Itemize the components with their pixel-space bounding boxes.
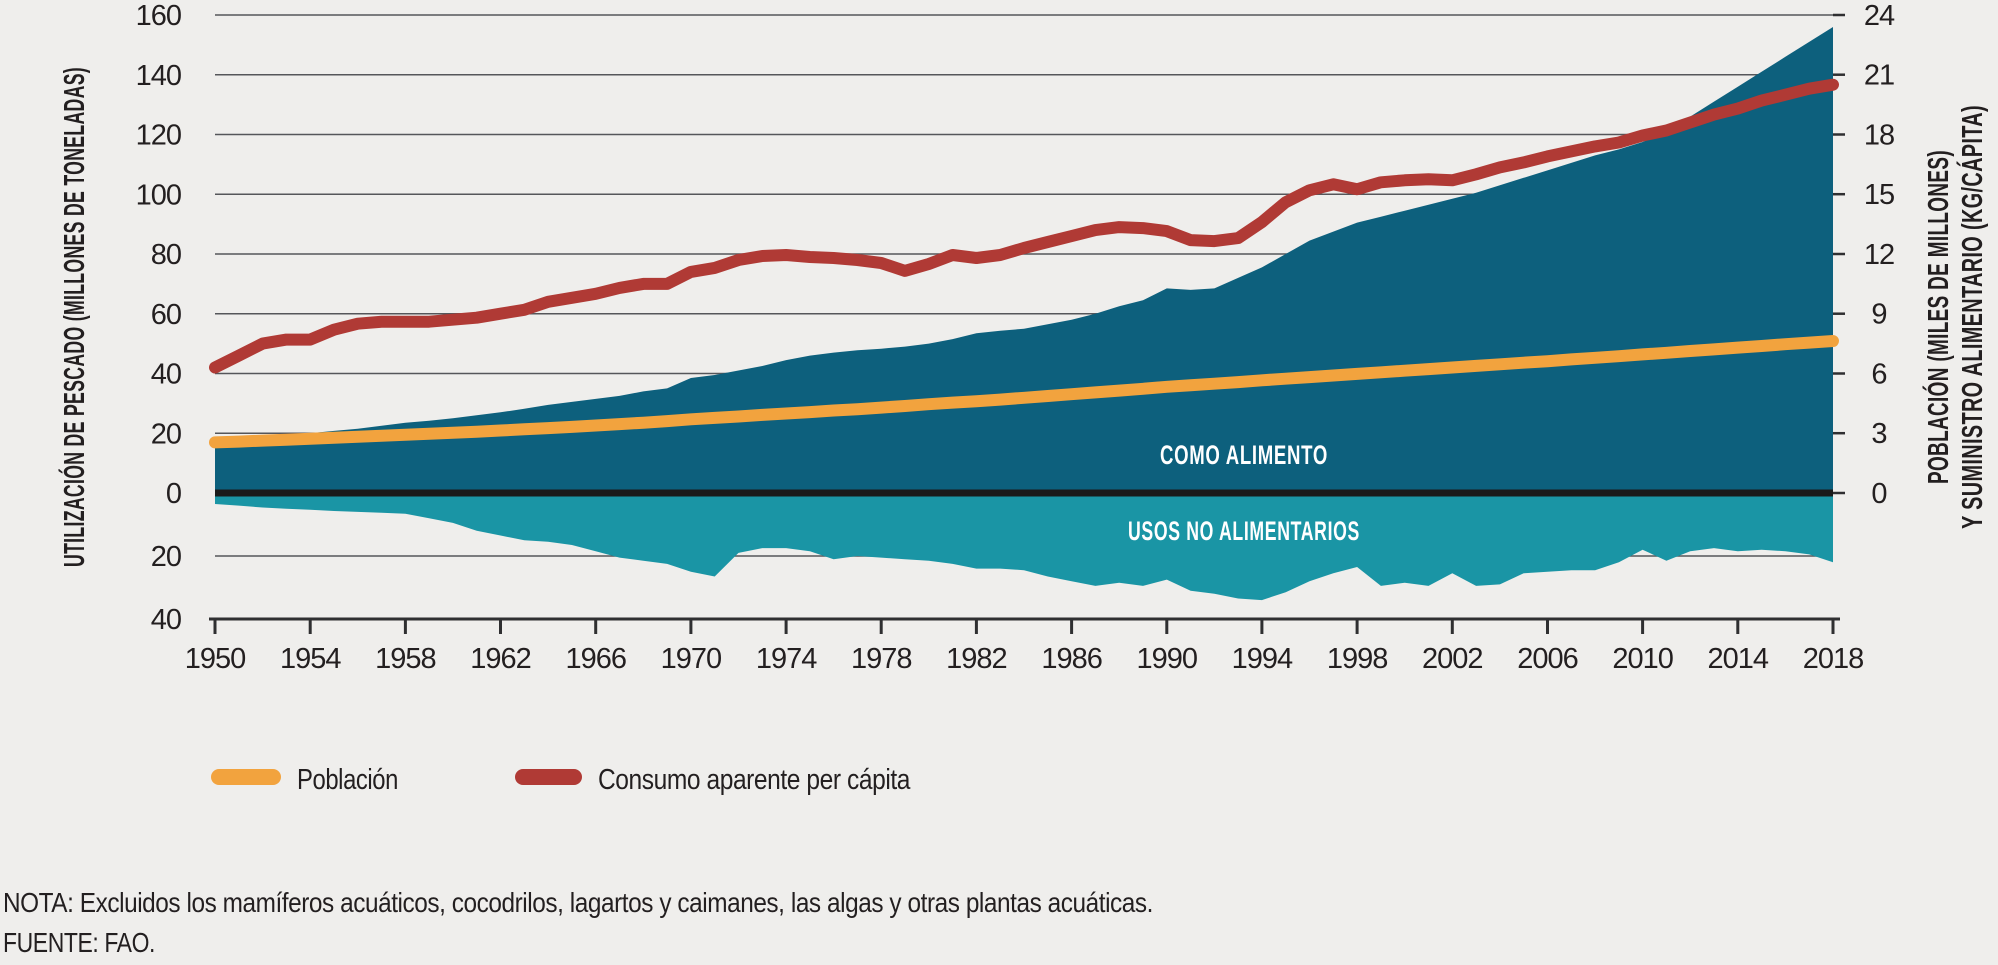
x-axis: 1950 1954 1958 1962 1966 1970 1974 1978 1982 1986… [185, 617, 1864, 675]
x-tick-label: 2002 [1422, 643, 1483, 675]
x-tick-label: 1978 [851, 643, 912, 675]
legend-swatch-poblacion [211, 769, 281, 785]
area-series [215, 27, 1833, 601]
right-axis-tick-label: 12 [1864, 239, 1894, 271]
x-tick-label: 2010 [1612, 643, 1673, 675]
legend-swatch-consumo [515, 769, 582, 785]
right-axis-tick-label: 0 [1871, 478, 1886, 510]
left-axis-title: UTILIZACIÓN DE PESCADO (MILLONES DE TONE… [57, 67, 91, 567]
right-axis-title-line1: POBLACIÓN (MILES DE MILLONES) [1921, 150, 1955, 484]
left-axis-tick-labels: 160 140 120 100 80 60 40 20 0 20 40 [136, 0, 182, 636]
legend: Población Consumo aparente per cápita [211, 764, 912, 796]
left-axis-tick-label: 20 [151, 418, 181, 450]
x-tick-label: 1962 [470, 643, 531, 675]
nonfood-area [215, 493, 1833, 601]
right-axis-tick-label: 24 [1864, 0, 1895, 32]
source-text: FUENTE: FAO. [3, 927, 155, 958]
x-tick-label: 1986 [1041, 643, 1102, 675]
right-axis-ticks: 24 21 18 15 12 9 6 3 0 [1833, 0, 1896, 510]
x-tick-label: 1974 [756, 643, 817, 675]
right-axis-tick-label: 3 [1871, 418, 1886, 450]
left-axis-tick-label: 100 [136, 179, 181, 211]
right-axis-tick-label: 9 [1871, 299, 1886, 331]
left-axis-tick-label: 140 [136, 60, 181, 92]
left-axis-tick-label: 80 [151, 239, 181, 271]
x-tick-label: 1982 [946, 643, 1007, 675]
right-axis-tick-label: 18 [1864, 120, 1894, 152]
line-series [209, 78, 1839, 449]
right-axis-title-line2: Y SUMINISTRO ALIMENTARIO (KG/CÁPITA) [1955, 105, 1989, 529]
x-tick-label: 1954 [280, 643, 341, 675]
x-tick-label: 2014 [1708, 643, 1769, 675]
x-tick-label: 1966 [565, 643, 626, 675]
x-tick-label: 1958 [375, 643, 436, 675]
left-axis-tick-label: 120 [136, 120, 181, 152]
x-tick-label: 1970 [661, 643, 722, 675]
x-tick-label: 1990 [1137, 643, 1198, 675]
right-axis-tick-label: 15 [1864, 179, 1894, 211]
food-area [215, 27, 1833, 493]
food-area-label: COMO ALIMENTO [1160, 440, 1328, 470]
x-tick-label: 2006 [1517, 643, 1578, 675]
left-axis-tick-label: 40 [151, 604, 181, 636]
legend-label-consumo: Consumo aparente per cápita [598, 764, 911, 796]
legend-label-poblacion: Población [297, 764, 398, 796]
note-text: NOTA: Excluidos los mamíferos acuáticos,… [3, 887, 1153, 918]
consumption-per-capita-line [209, 78, 1839, 374]
left-axis-tick-label: 40 [151, 359, 181, 391]
nonfood-area-label: USOS NO ALIMENTARIOS [1128, 516, 1360, 546]
left-axis-tick-label: 60 [151, 299, 181, 331]
left-axis-tick-label: 20 [151, 541, 181, 573]
right-axis-tick-label: 21 [1864, 60, 1894, 92]
population-line [209, 335, 1839, 449]
x-tick-label: 1950 [185, 643, 246, 675]
x-tick-label: 1994 [1232, 643, 1293, 675]
left-axis-tick-label: 0 [166, 478, 181, 510]
right-axis-tick-label: 6 [1871, 359, 1886, 391]
x-tick-label: 1998 [1327, 643, 1388, 675]
x-tick-label: 2018 [1803, 643, 1864, 675]
left-axis-tick-label: 160 [136, 0, 181, 32]
